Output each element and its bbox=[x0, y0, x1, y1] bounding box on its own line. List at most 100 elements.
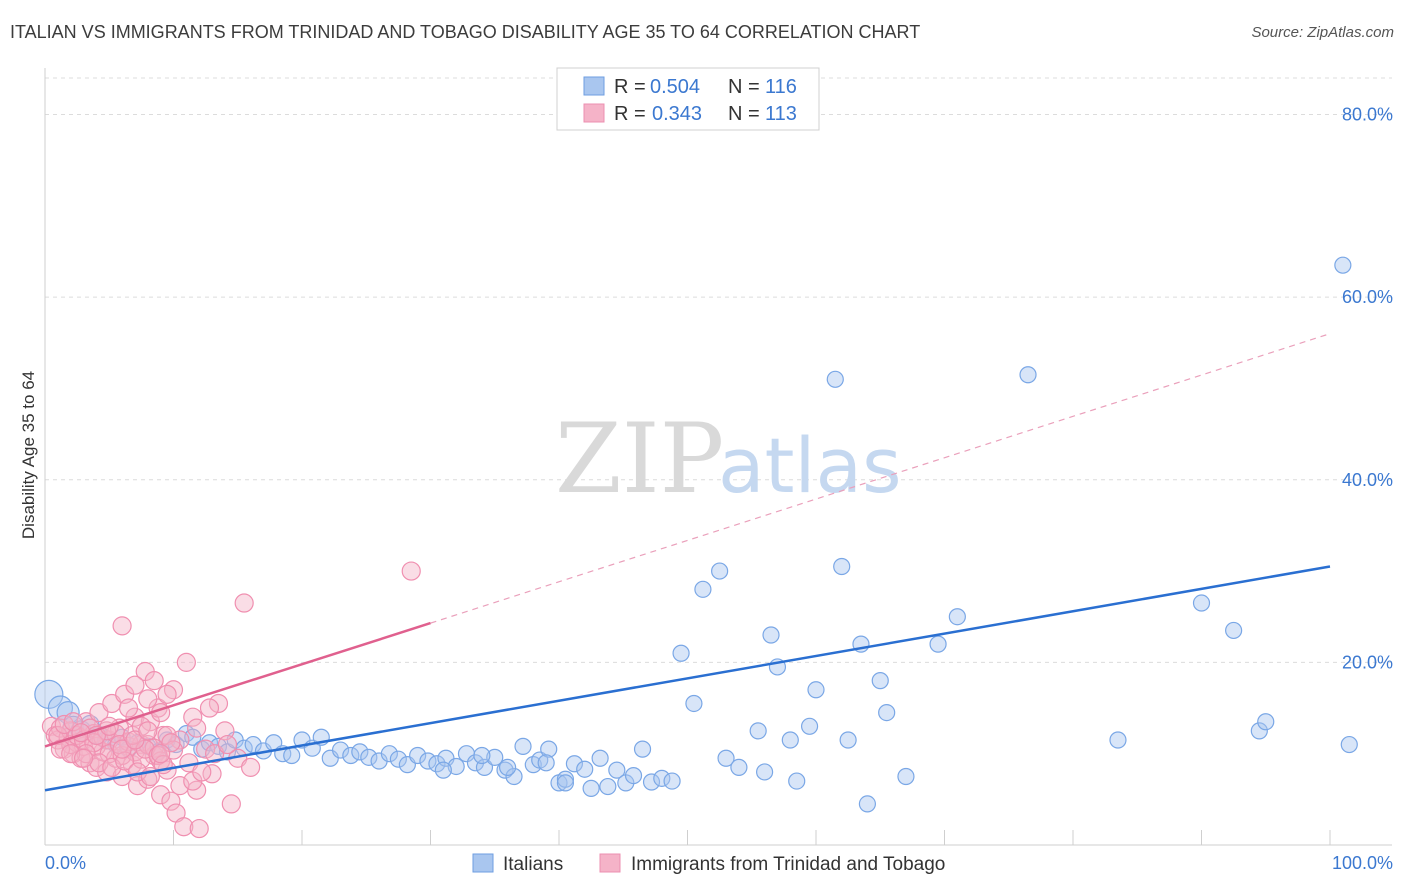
watermark-atlas: atlas bbox=[718, 421, 902, 510]
italians-point-101 bbox=[1192, 594, 1211, 612]
italians-point-71 bbox=[537, 754, 555, 772]
italians-point-91 bbox=[833, 557, 851, 576]
italians-point-93 bbox=[858, 795, 877, 813]
italians-point-61 bbox=[591, 749, 609, 767]
legend-swatch-trinidad bbox=[583, 103, 605, 123]
trinidad-point-53 bbox=[234, 593, 254, 613]
y-tick-label-2: 60.0% bbox=[1342, 287, 1393, 307]
bottom-legend-label-italians: Italians bbox=[503, 854, 563, 875]
trinidad-point-82 bbox=[50, 739, 71, 759]
trinidad-point-95 bbox=[217, 734, 238, 755]
italians-point-81 bbox=[749, 722, 767, 740]
italians-point-67 bbox=[642, 773, 661, 791]
italians-point-36 bbox=[360, 748, 378, 766]
italians-point-52 bbox=[514, 737, 532, 755]
trinidad-point-44 bbox=[183, 707, 203, 727]
italians-point-33 bbox=[331, 741, 350, 759]
italians-point-74 bbox=[434, 761, 452, 779]
axes bbox=[44, 68, 1392, 846]
italians-point-43 bbox=[428, 755, 446, 773]
trinidad-point-30 bbox=[138, 769, 158, 789]
source-label: Source: ZipAtlas.com bbox=[1251, 24, 1394, 41]
y-tick-labels: 20.0% 40.0% 60.0% 80.0% bbox=[1342, 105, 1393, 673]
italians-point-59 bbox=[576, 760, 594, 778]
trinidad-point-41 bbox=[174, 817, 194, 837]
trinidad-point-97 bbox=[118, 698, 139, 718]
italians-point-98 bbox=[948, 608, 966, 626]
trinidad-trend-line bbox=[44, 621, 431, 748]
legend-n-label-1: N = bbox=[728, 103, 760, 125]
trinidad-point-113 bbox=[199, 698, 220, 718]
italians-point-69 bbox=[663, 772, 681, 790]
italians-point-102 bbox=[1225, 621, 1243, 640]
legend: R = 0.504 N = 116 R = 0.343 N = 113 bbox=[556, 67, 820, 131]
trinidad-point-74 bbox=[63, 712, 83, 732]
italians-point-106 bbox=[1334, 256, 1352, 274]
legend-r-label-0: R = bbox=[614, 76, 646, 98]
trinidad-point-98 bbox=[125, 675, 145, 695]
legend-r-label-1: R = bbox=[614, 103, 646, 125]
legend-r-value-0: 0.504 bbox=[650, 76, 700, 98]
trinidad-point-96 bbox=[112, 616, 132, 636]
series-italians-points bbox=[34, 256, 1358, 813]
italians-point-66 bbox=[633, 740, 652, 758]
trinidad-point-101 bbox=[144, 671, 164, 691]
italians-point-103 bbox=[1250, 722, 1268, 740]
x-tick-label-1: 100.0% bbox=[1332, 853, 1393, 873]
italians-point-50 bbox=[496, 761, 514, 779]
italians-point-62 bbox=[599, 777, 617, 796]
italians-point-19 bbox=[200, 734, 219, 752]
italians-point-55 bbox=[540, 740, 558, 758]
italians-point-82 bbox=[755, 763, 774, 781]
x-tick-label-0: 0.0% bbox=[45, 853, 86, 873]
legend-n-value-1: 113 bbox=[765, 103, 797, 125]
italians-point-90 bbox=[826, 370, 844, 388]
trinidad-point-93 bbox=[192, 762, 212, 782]
italians-point-99 bbox=[1019, 366, 1037, 384]
trinidad-point-49 bbox=[208, 693, 229, 714]
trend-lines bbox=[44, 333, 1331, 792]
italians-point-60 bbox=[582, 779, 600, 797]
italians-point-68 bbox=[653, 769, 671, 787]
trinidad-point-87 bbox=[115, 751, 135, 771]
y-tick-label-3: 80.0% bbox=[1342, 105, 1393, 125]
trinidad-point-47 bbox=[196, 739, 216, 759]
trinidad-point-111 bbox=[151, 744, 171, 764]
italians-point-97 bbox=[929, 635, 947, 653]
italians-point-49 bbox=[486, 748, 504, 766]
italians-point-45 bbox=[447, 757, 465, 776]
italians-point-72 bbox=[499, 758, 517, 776]
trinidad-point-103 bbox=[157, 684, 177, 704]
trinidad-point-37 bbox=[161, 791, 181, 811]
trinidad-point-75 bbox=[84, 733, 104, 753]
italians-point-35 bbox=[351, 743, 369, 761]
italians-point-88 bbox=[807, 681, 825, 699]
italians-point-77 bbox=[694, 580, 712, 598]
italians-point-63 bbox=[608, 761, 626, 779]
italians-point-38 bbox=[380, 745, 398, 763]
italians-point-95 bbox=[878, 704, 896, 722]
italians-point-104 bbox=[1257, 713, 1275, 731]
trinidad-point-42 bbox=[176, 652, 196, 672]
italians-point-86 bbox=[788, 772, 806, 790]
series-trinidad-points bbox=[41, 561, 421, 839]
watermark-zip: ZIP bbox=[555, 403, 724, 515]
italians-point-73 bbox=[473, 746, 491, 765]
bottom-legend: Italians Immigrants from Trinidad and To… bbox=[472, 853, 945, 875]
trinidad-point-34 bbox=[151, 785, 171, 805]
trinidad-point-91 bbox=[170, 776, 190, 796]
italians-point-41 bbox=[409, 746, 427, 765]
y-axis-title: Disability Age 35 to 64 bbox=[19, 371, 38, 539]
italians-point-70 bbox=[556, 774, 575, 792]
italians-point-57 bbox=[556, 770, 575, 788]
italians-point-87 bbox=[800, 717, 819, 735]
italians-point-65 bbox=[624, 767, 643, 785]
italians-point-75 bbox=[672, 644, 690, 662]
italians-point-100 bbox=[1109, 731, 1127, 749]
trinidad-point-54 bbox=[241, 757, 261, 777]
italians-point-28 bbox=[283, 746, 301, 765]
trinidad-point-105 bbox=[73, 748, 94, 768]
trinidad-trend-extension bbox=[430, 333, 1331, 624]
italians-point-76 bbox=[685, 694, 703, 713]
italians-point-24 bbox=[244, 735, 262, 754]
